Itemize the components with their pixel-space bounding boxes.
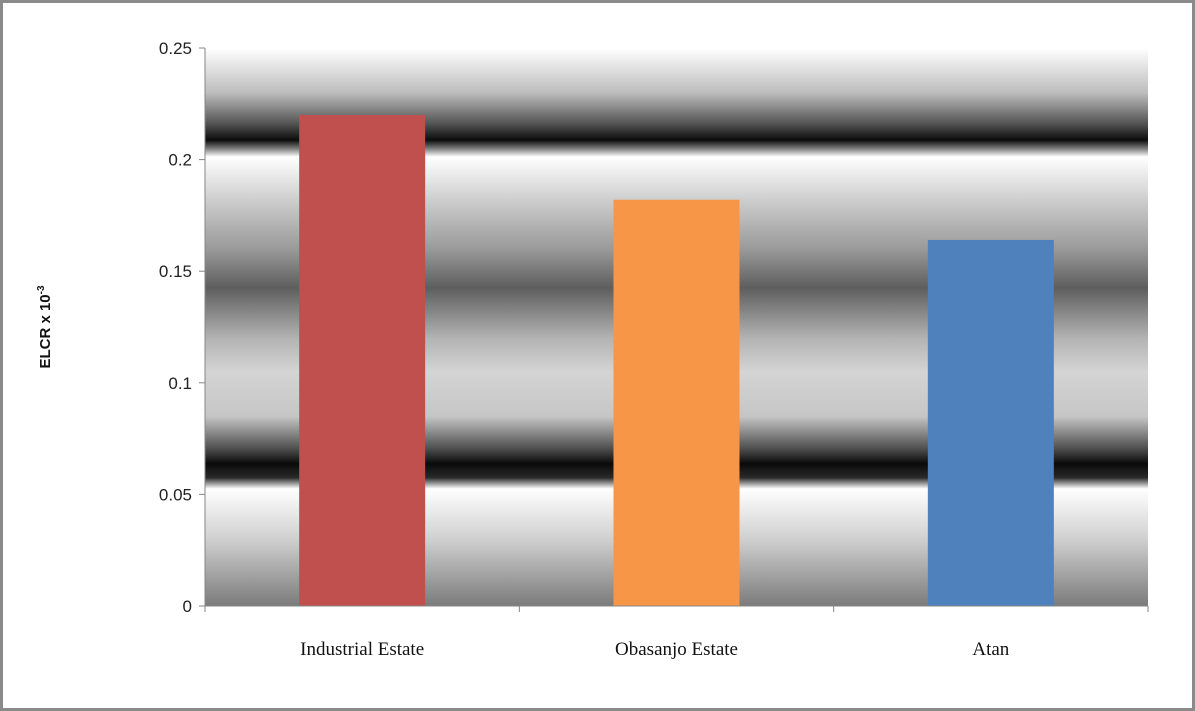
y-tick-label: 0.15 [159, 262, 192, 281]
y-ticks-group: 0 0.05 0.1 0.15 0.2 0.25 [159, 39, 205, 616]
bars-group [299, 114, 1054, 607]
y-tick-label: 0.2 [168, 151, 192, 170]
x-tick-label: Industrial Estate [300, 639, 424, 660]
x-tick-label: Atan [972, 639, 1009, 660]
x-ticks-group: Industrial Estate Obasanjo Estate Atan [204, 606, 1149, 660]
bar-industrial-estate [299, 114, 426, 607]
y-tick-label: 0.25 [159, 39, 192, 58]
y-tick-label: 0.05 [159, 485, 192, 504]
y-tick-label: 0 [183, 597, 192, 616]
y-axis-title-main: ELCR x 10 [37, 294, 54, 368]
bar-obasanjo-estate [613, 199, 740, 606]
y-axis-title: ELCR x 10-3 [36, 285, 54, 369]
x-tick-label: Obasanjo Estate [615, 639, 738, 660]
y-axis-title-superscript: -3 [36, 285, 47, 294]
y-tick-label: 0.1 [168, 374, 192, 393]
bar-atan [927, 239, 1054, 606]
